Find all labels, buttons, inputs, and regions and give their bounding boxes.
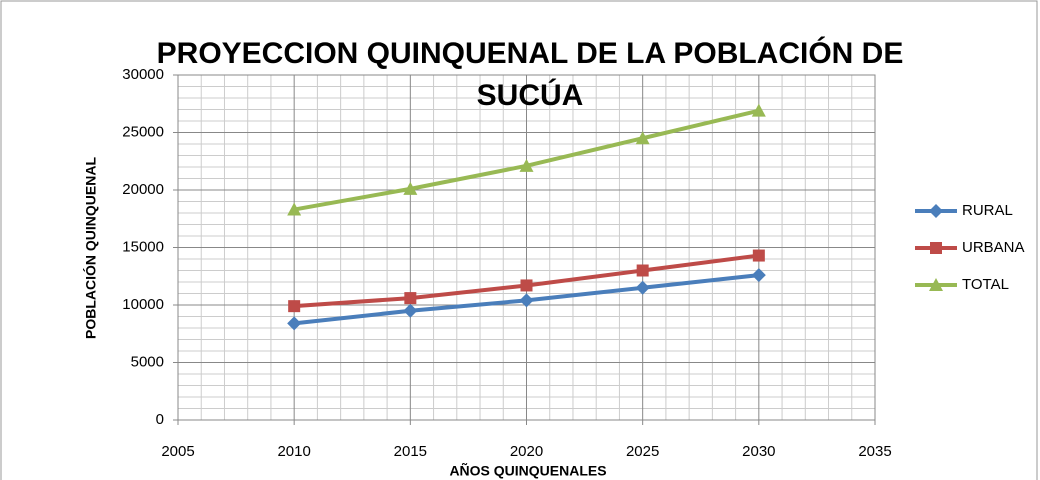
- marker: [519, 293, 534, 308]
- legend-label: TOTAL: [962, 276, 1009, 293]
- y-tick-label: 20000: [122, 181, 164, 198]
- marker: [403, 303, 418, 318]
- x-tick-label: 2035: [858, 443, 891, 460]
- y-tick-label: 30000: [122, 66, 164, 83]
- y-axis-label: POBLACIÓN QUINQUENAL: [82, 157, 99, 339]
- chart-title: PROYECCION QUINQUENAL DE LA POBLACIÓN DE…: [157, 36, 904, 112]
- marker: [404, 292, 417, 305]
- legend-marker: [929, 278, 943, 291]
- marker: [519, 158, 534, 172]
- legend-label: URBANA: [962, 239, 1025, 256]
- marker: [403, 181, 418, 195]
- marker: [520, 279, 533, 292]
- x-tick-label: 2025: [626, 443, 659, 460]
- y-tick-label: 5000: [131, 353, 164, 370]
- x-tick-label: 2010: [277, 443, 310, 460]
- x-tick-label: 2015: [394, 443, 427, 460]
- plot-area: [177, 74, 876, 421]
- x-tick-label: 2020: [510, 443, 543, 460]
- legend-label: RURAL: [962, 202, 1013, 219]
- marker: [288, 300, 301, 313]
- marker: [751, 268, 766, 283]
- marker: [636, 264, 649, 277]
- marker: [287, 316, 302, 331]
- y-tick-label: 25000: [122, 123, 164, 140]
- y-tick-label: 15000: [122, 238, 164, 255]
- marker: [635, 280, 650, 295]
- marker: [751, 103, 766, 117]
- x-tick-label: 2005: [161, 443, 194, 460]
- marker: [635, 131, 650, 145]
- x-tick-label: 2030: [742, 443, 775, 460]
- legend-marker: [929, 204, 943, 218]
- marker: [287, 202, 302, 216]
- y-tick-label: 10000: [122, 296, 164, 313]
- legend-marker: [930, 242, 942, 254]
- marker: [752, 249, 765, 262]
- y-tick-label: 0: [156, 411, 164, 428]
- x-axis-label: AÑOS QUINQUENALES: [449, 462, 606, 479]
